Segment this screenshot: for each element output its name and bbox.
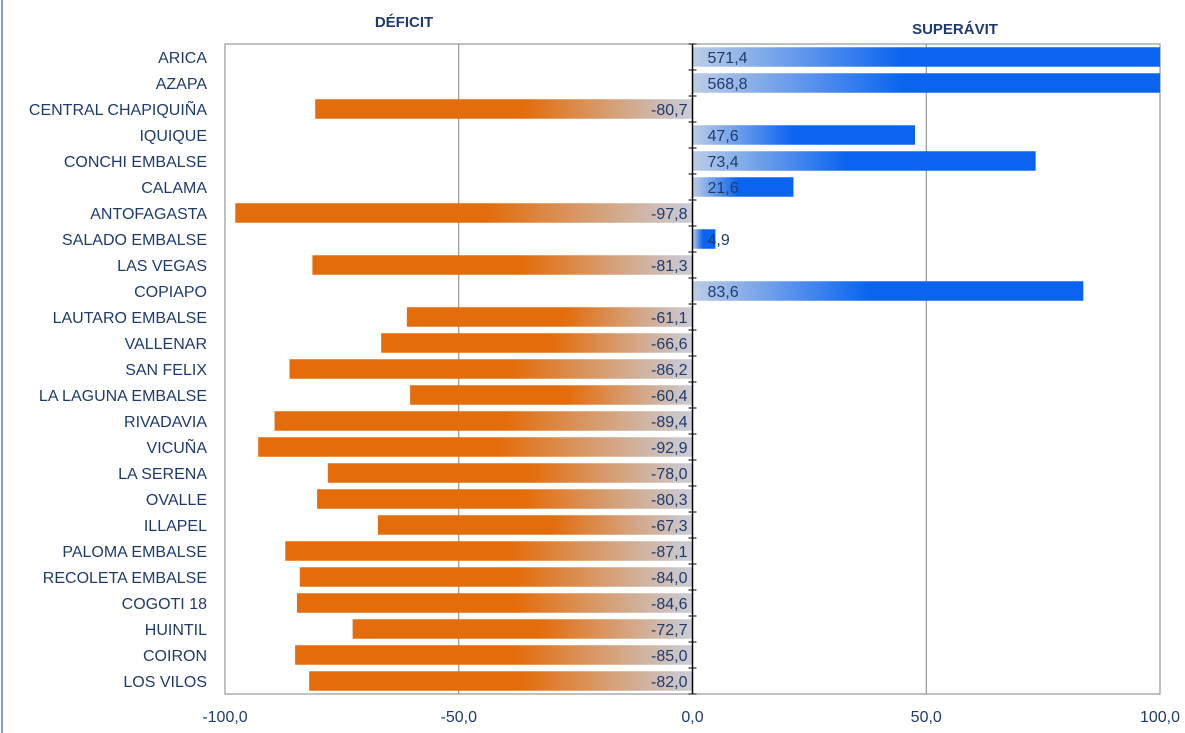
category-label: LAUTARO EMBALSE bbox=[53, 310, 207, 327]
data-label: -84,0 bbox=[651, 570, 688, 587]
data-label: -60,4 bbox=[651, 388, 688, 405]
category-label: VICUÑA bbox=[147, 437, 208, 457]
bar bbox=[692, 177, 794, 197]
bar bbox=[285, 541, 693, 561]
data-label: -82,0 bbox=[651, 674, 688, 691]
data-label: -66,6 bbox=[651, 336, 688, 353]
data-label: 73,4 bbox=[708, 154, 739, 171]
bar bbox=[299, 567, 693, 587]
bar bbox=[692, 125, 916, 145]
x-tick-label: 0,0 bbox=[681, 709, 703, 726]
category-label: AZAPA bbox=[156, 76, 208, 93]
bar bbox=[235, 203, 693, 223]
category-label: SALADO EMBALSE bbox=[62, 232, 207, 249]
data-label: -72,7 bbox=[651, 622, 688, 639]
bar bbox=[258, 437, 693, 457]
data-label: -80,3 bbox=[651, 492, 688, 509]
data-label: 568,8 bbox=[708, 76, 748, 93]
category-label: COIRON bbox=[143, 648, 207, 665]
category-label: ILLAPEL bbox=[144, 518, 207, 535]
bar bbox=[317, 489, 693, 509]
bar bbox=[692, 151, 1036, 171]
bar bbox=[406, 307, 693, 327]
bar bbox=[309, 671, 693, 691]
category-label: COGOTI 18 bbox=[122, 596, 207, 613]
category-label: CONCHI EMBALSE bbox=[64, 154, 207, 171]
data-label: -80,7 bbox=[651, 102, 688, 119]
bar bbox=[296, 593, 693, 613]
x-tick-label: -50,0 bbox=[441, 709, 478, 726]
bar bbox=[289, 359, 693, 379]
data-label: 571,4 bbox=[708, 50, 748, 67]
x-tick-label: -100,0 bbox=[202, 709, 247, 726]
deficit-header: DÉFICIT bbox=[375, 14, 433, 31]
data-label: -89,4 bbox=[651, 414, 688, 431]
category-label: CALAMA bbox=[141, 180, 207, 197]
data-label: -61,1 bbox=[651, 310, 688, 327]
data-label: -97,8 bbox=[651, 206, 688, 223]
bar bbox=[692, 229, 716, 249]
category-label: RIVADAVIA bbox=[124, 414, 207, 431]
x-tick-label: 100,0 bbox=[1140, 709, 1180, 726]
bar bbox=[381, 333, 693, 353]
bar bbox=[410, 385, 693, 405]
bar bbox=[327, 463, 693, 483]
bar bbox=[352, 619, 693, 639]
category-label: ANTOFAGASTA bbox=[90, 206, 207, 223]
data-label: 47,6 bbox=[708, 128, 739, 145]
category-label: ARICA bbox=[158, 50, 207, 67]
category-label: LA LAGUNA EMBALSE bbox=[39, 388, 207, 405]
data-label: -78,0 bbox=[651, 466, 688, 483]
data-label: -86,2 bbox=[651, 362, 688, 379]
x-tick-label: 50,0 bbox=[911, 709, 942, 726]
category-label: VALLENAR bbox=[125, 336, 207, 353]
category-label: LAS VEGAS bbox=[117, 258, 207, 275]
category-label: CENTRAL CHAPIQUIÑA bbox=[29, 99, 207, 119]
category-label: PALOMA EMBALSE bbox=[62, 544, 207, 561]
category-label: HUINTIL bbox=[145, 622, 207, 639]
data-label: -92,9 bbox=[651, 440, 688, 457]
data-label: -84,6 bbox=[651, 596, 688, 613]
axes bbox=[688, 43, 697, 695]
category-label: RECOLETA EMBALSE bbox=[43, 570, 207, 587]
category-label: SAN FELIX bbox=[125, 362, 207, 379]
data-label: -87,1 bbox=[651, 544, 688, 561]
data-label: -67,3 bbox=[651, 518, 688, 535]
data-label: -85,0 bbox=[651, 648, 688, 665]
data-label: 4,9 bbox=[708, 232, 730, 249]
bar bbox=[692, 281, 1084, 301]
bar bbox=[315, 99, 693, 119]
bar bbox=[692, 73, 1160, 93]
bar bbox=[274, 411, 693, 431]
category-label: COPIAPO bbox=[134, 284, 207, 301]
data-label: -81,3 bbox=[651, 258, 688, 275]
data-label: 83,6 bbox=[708, 284, 739, 301]
data-label: 21,6 bbox=[708, 180, 739, 197]
bar bbox=[295, 645, 693, 665]
labels: -100,0 -50,0 0,0 50,0 100,0 ARICA 571,4 AZAPA 56… bbox=[29, 50, 1180, 726]
superavit-header: SUPERÁVIT bbox=[912, 21, 998, 38]
category-label: OVALLE bbox=[146, 492, 207, 509]
category-label: IQUIQUE bbox=[139, 128, 207, 145]
bar bbox=[692, 47, 1160, 67]
bar bbox=[377, 515, 693, 535]
bar bbox=[312, 255, 693, 275]
bars bbox=[235, 47, 1160, 691]
category-label: LOS VILOS bbox=[123, 674, 207, 691]
category-label: LA SERENA bbox=[118, 466, 207, 483]
